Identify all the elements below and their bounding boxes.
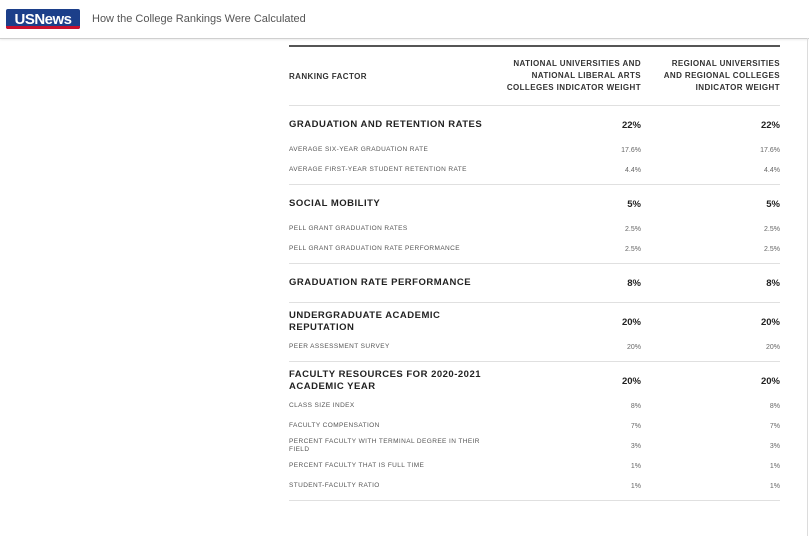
usnews-logo[interactable]: USNews xyxy=(6,9,80,29)
indicator-row: FACULTY COMPENSATION 7% 7% xyxy=(289,416,780,436)
table-header: RANKING FACTOR NATIONAL UNIVERSITIES AND… xyxy=(289,47,780,106)
factor-row: GRADUATION RATE PERFORMANCE 8% 8% xyxy=(289,264,780,298)
indicator-national-weight: 2.5% xyxy=(625,245,641,253)
indicator-regional-weight: 2.5% xyxy=(764,245,780,253)
indicator-national-weight: 3% xyxy=(630,442,641,450)
factor-label: GRADUATION RATE PERFORMANCE xyxy=(289,277,472,288)
factor-section: UNDERGRADUATE ACADEMIC REPUTATION 20% 20% P… xyxy=(289,303,780,362)
indicator-national-weight: 1% xyxy=(630,482,641,490)
indicator-regional-weight: 8% xyxy=(769,402,780,410)
ranking-table: RANKING FACTOR NATIONAL UNIVERSITIES AND… xyxy=(289,45,780,501)
header-regional-line: INDICATOR WEIGHT xyxy=(695,83,780,92)
factor-label: UNDERGRADUATE ACADEMIC REPUTATION xyxy=(289,310,441,333)
indicator-regional-weight: 2.5% xyxy=(764,225,780,233)
indicator-row: PEER ASSESSMENT SURVEY 20% 20% xyxy=(289,337,780,357)
logo-stripe xyxy=(6,26,80,29)
factor-section: GRADUATION RATE PERFORMANCE 8% 8% xyxy=(289,264,780,303)
factor-section: GRADUATION AND RETENTION RATES 22% 22% AVER… xyxy=(289,106,780,185)
indicator-row: PELL GRANT GRADUATION RATE PERFORMANCE 2.… xyxy=(289,239,780,259)
header-regional-line: REGIONAL UNIVERSITIES xyxy=(671,59,780,68)
indicator-national-weight: 7% xyxy=(630,422,641,430)
factor-regional-weight: 20% xyxy=(760,316,780,328)
indicator-regional-weight: 1% xyxy=(769,482,780,490)
indicator-regional-weight: 17.6% xyxy=(760,146,780,154)
factor-row: SOCIAL MOBILITY 5% 5% xyxy=(289,185,780,219)
indicator-regional-weight: 20% xyxy=(765,343,780,351)
indicator-row: PELL GRANT GRADUATION RATES 2.5% 2.5% xyxy=(289,219,780,239)
indicator-label: AVERAGE FIRST-YEAR STUDENT RETENTION RAT… xyxy=(289,166,467,173)
factor-regional-weight: 22% xyxy=(760,119,780,131)
header-national-weight: NATIONAL UNIVERSITIES AND NATIONAL LIBER… xyxy=(489,58,641,94)
right-divider xyxy=(807,38,808,536)
indicator-national-weight: 20% xyxy=(626,343,641,351)
indicator-label: PELL GRANT GRADUATION RATES xyxy=(289,225,408,232)
indicator-label: STUDENT-FACULTY RATIO xyxy=(289,482,380,489)
header-national-line: NATIONAL LIBERAL ARTS xyxy=(531,71,641,80)
page-title: How the College Rankings Were Calculated xyxy=(92,13,306,25)
factor-regional-weight: 8% xyxy=(766,277,780,289)
indicator-label: PELL GRANT GRADUATION RATE PERFORMANCE xyxy=(289,245,460,252)
indicator-regional-weight: 4.4% xyxy=(764,166,780,174)
header-national-line: NATIONAL UNIVERSITIES AND xyxy=(513,59,641,68)
factor-national-weight: 20% xyxy=(621,375,641,387)
factor-row: FACULTY RESOURCES FOR 2020-2021 ACADEMIC… xyxy=(289,362,780,396)
factor-regional-weight: 20% xyxy=(760,375,780,387)
header-national-line: COLLEGES INDICATOR WEIGHT xyxy=(506,83,641,92)
indicator-row: CLASS SIZE INDEX 8% 8% xyxy=(289,396,780,416)
factor-regional-weight: 5% xyxy=(766,198,780,210)
factor-label: FACULTY RESOURCES FOR 2020-2021 ACADEMIC… xyxy=(289,369,482,392)
indicator-row: PERCENT FACULTY THAT IS FULL TIME 1% 1% xyxy=(289,456,780,476)
indicator-regional-weight: 3% xyxy=(769,442,780,450)
indicator-label: PERCENT FACULTY THAT IS FULL TIME xyxy=(289,462,425,469)
indicator-national-weight: 1% xyxy=(630,462,641,470)
factor-national-weight: 22% xyxy=(621,119,641,131)
logo-text: USNews xyxy=(14,10,72,28)
header-regional-line: AND REGIONAL COLLEGES xyxy=(663,71,780,80)
top-bar: USNews How the College Rankings Were Cal… xyxy=(0,0,809,39)
table-body: GRADUATION AND RETENTION RATES 22% 22% AVER… xyxy=(289,106,780,501)
indicator-row: PERCENT FACULTY WITH TERMINAL DEGREE IN … xyxy=(289,436,780,456)
factor-label: GRADUATION AND RETENTION RATES xyxy=(289,119,483,130)
indicator-label: CLASS SIZE INDEX xyxy=(289,402,355,409)
indicator-label: PEER ASSESSMENT SURVEY xyxy=(289,343,390,350)
indicator-national-weight: 4.4% xyxy=(625,166,641,174)
indicator-regional-weight: 7% xyxy=(769,422,780,430)
factor-national-weight: 8% xyxy=(627,277,641,289)
indicator-row: AVERAGE SIX-YEAR GRADUATION RATE 17.6% 17.… xyxy=(289,140,780,160)
factor-row: UNDERGRADUATE ACADEMIC REPUTATION 20% 20% xyxy=(289,303,780,337)
factor-national-weight: 5% xyxy=(627,198,641,210)
indicator-national-weight: 2.5% xyxy=(625,225,641,233)
indicator-national-weight: 8% xyxy=(630,402,641,410)
factor-row: GRADUATION AND RETENTION RATES 22% 22% xyxy=(289,106,780,140)
factor-label: SOCIAL MOBILITY xyxy=(289,198,381,209)
factor-section: SOCIAL MOBILITY 5% 5% PELL GRANT GRADUATION… xyxy=(289,185,780,264)
indicator-regional-weight: 1% xyxy=(769,462,780,470)
header-ranking-factor: RANKING FACTOR xyxy=(289,71,367,81)
indicator-label: PERCENT FACULTY WITH TERMINAL DEGREE IN … xyxy=(289,438,480,453)
indicator-row: STUDENT-FACULTY RATIO 1% 1% xyxy=(289,476,780,496)
factor-national-weight: 20% xyxy=(621,316,641,328)
factor-section: FACULTY RESOURCES FOR 2020-2021 ACADEMIC… xyxy=(289,362,780,501)
table-top-rule xyxy=(289,45,780,47)
indicator-national-weight: 17.6% xyxy=(621,146,641,154)
header-regional-weight: REGIONAL UNIVERSITIES AND REGIONAL COLLE… xyxy=(641,58,780,94)
indicator-label: AVERAGE SIX-YEAR GRADUATION RATE xyxy=(289,146,429,153)
indicator-row: AVERAGE FIRST-YEAR STUDENT RETENTION RAT… xyxy=(289,160,780,180)
indicator-label: FACULTY COMPENSATION xyxy=(289,422,380,429)
